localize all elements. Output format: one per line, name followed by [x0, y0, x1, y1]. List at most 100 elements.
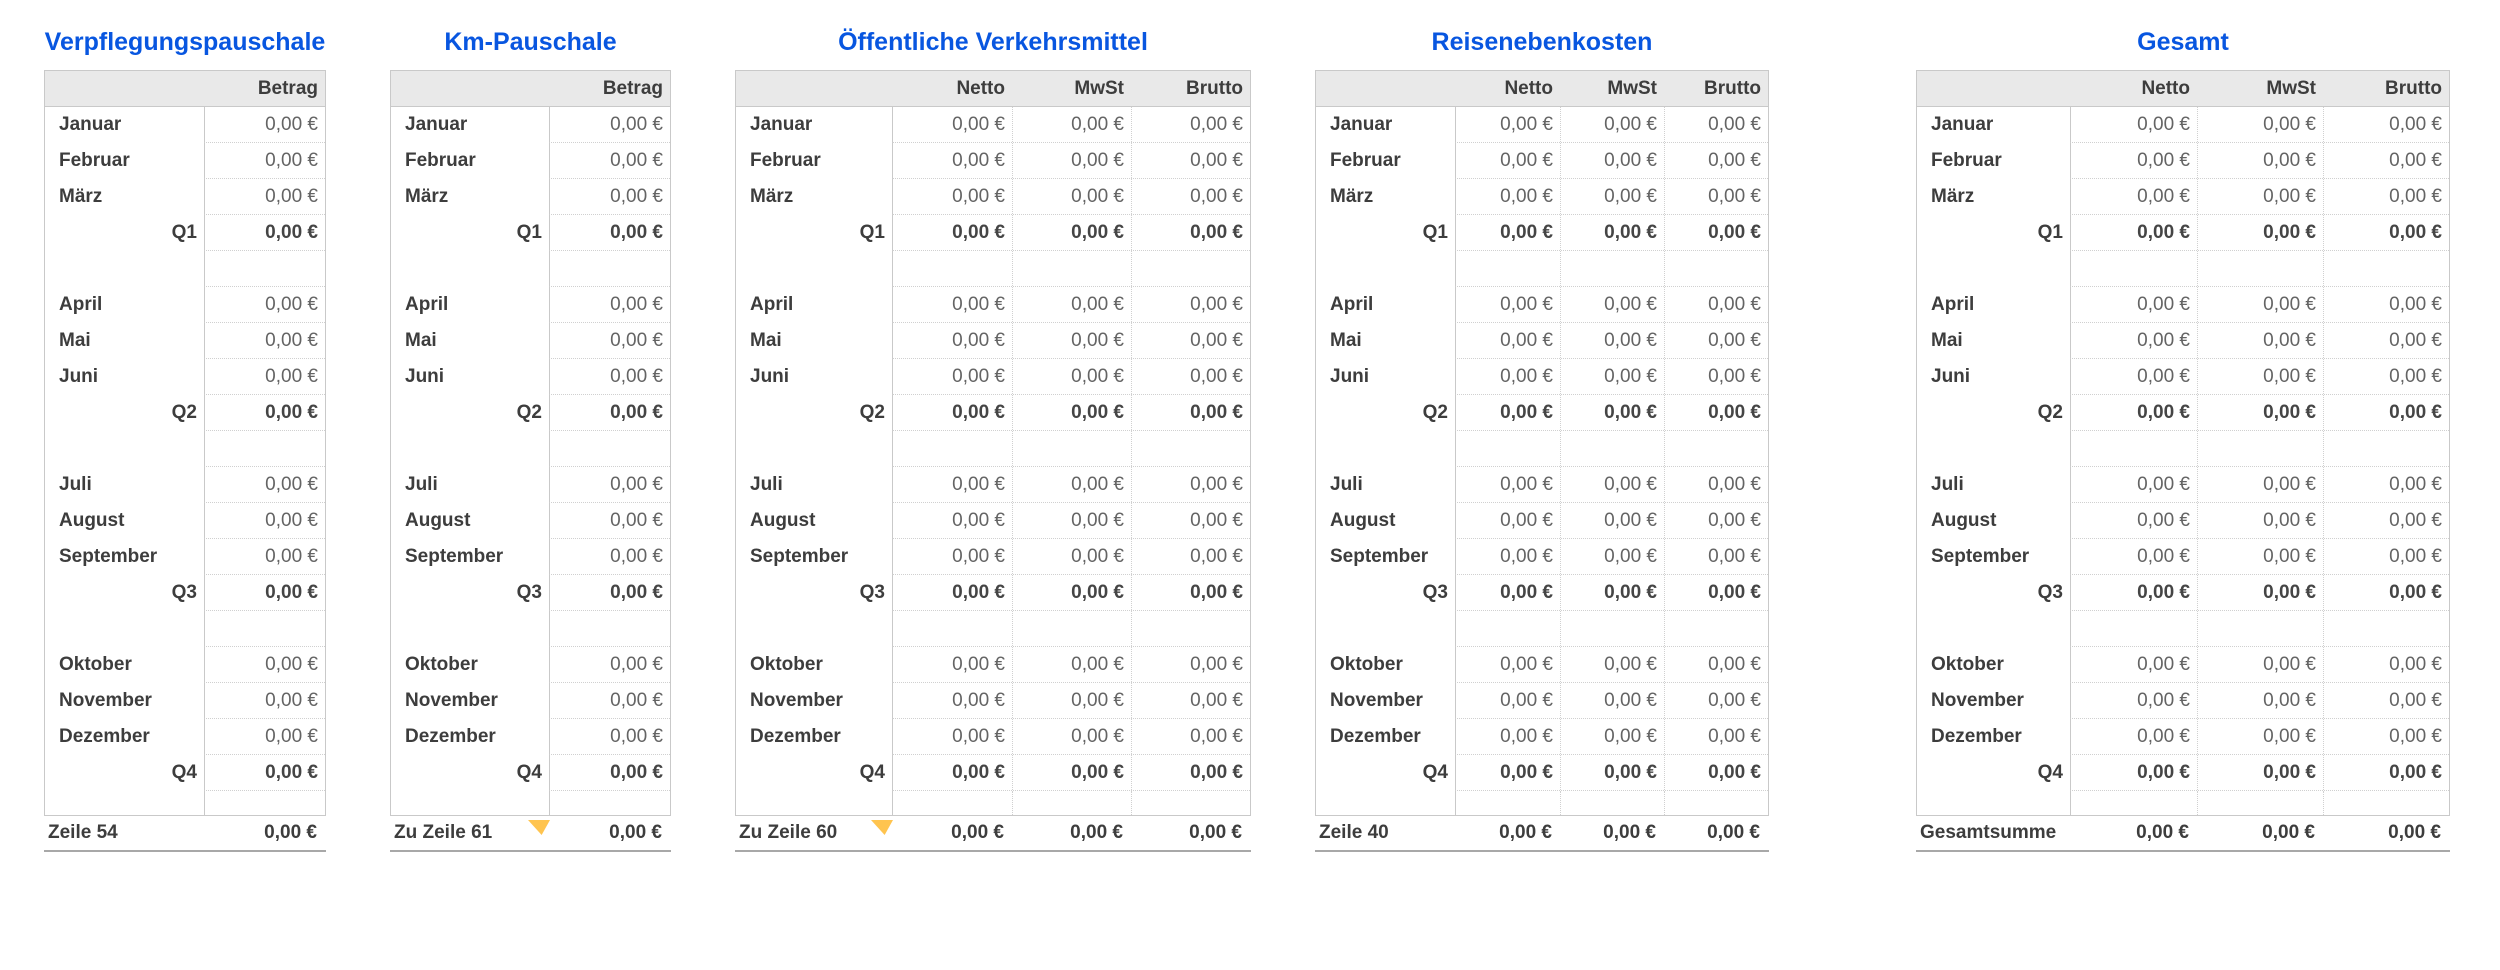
row-label-cell[interactable]: August — [59, 510, 125, 531]
value-cell[interactable]: 0,00 € — [265, 653, 318, 675]
value-cell[interactable]: 0,00 € — [1500, 653, 1553, 675]
footer-value-cell[interactable]: 0,00 € — [2136, 822, 2189, 843]
footer-value-cell[interactable]: 0,00 € — [1707, 822, 1760, 843]
value-cell[interactable]: 0,00 € — [2197, 395, 2323, 430]
value-cell[interactable]: 0,00 € — [1664, 647, 1768, 682]
row-label-cell[interactable]: Q1 — [171, 222, 197, 243]
value-cell[interactable]: 0,00 € — [1664, 683, 1768, 718]
row-label-cell[interactable]: Q3 — [1422, 582, 1448, 603]
value-cell[interactable]: 0,00 € — [2197, 467, 2323, 502]
column-header[interactable]: MwSt — [1074, 77, 1124, 99]
footer-value-cell[interactable]: 0,00 € — [1499, 822, 1552, 843]
value-cell[interactable]: 0,00 € — [1500, 761, 1553, 783]
footer-value-cell[interactable]: 0,00 € — [1603, 822, 1656, 843]
value-cell[interactable]: 0,00 € — [1012, 467, 1131, 502]
row-label-cell[interactable]: April — [405, 294, 449, 315]
value-cell[interactable]: 0,00 € — [610, 329, 663, 351]
value-cell[interactable]: 0,00 € — [952, 473, 1005, 495]
footer-value-cell[interactable]: 0,00 € — [2262, 822, 2315, 843]
value-cell[interactable]: 0,00 € — [1012, 179, 1131, 214]
value-cell[interactable]: 0,00 € — [1664, 143, 1768, 178]
value-cell[interactable]: 0,00 € — [1664, 503, 1768, 538]
value-cell[interactable]: 0,00 € — [2197, 143, 2323, 178]
row-label-cell[interactable]: April — [1330, 294, 1374, 315]
row-label-cell[interactable]: September — [405, 546, 504, 567]
value-cell[interactable]: 0,00 € — [2323, 503, 2449, 538]
value-cell[interactable]: 0,00 € — [2323, 107, 2449, 142]
value-cell[interactable]: 0,00 € — [265, 113, 318, 135]
value-cell[interactable]: 0,00 € — [1664, 323, 1768, 358]
value-cell[interactable]: 0,00 € — [1664, 359, 1768, 394]
row-label-cell[interactable]: Q3 — [859, 582, 885, 603]
value-cell[interactable]: 0,00 € — [610, 293, 663, 315]
value-cell[interactable]: 0,00 € — [2323, 755, 2449, 790]
value-cell[interactable]: 0,00 € — [1500, 113, 1553, 135]
row-label-cell[interactable]: August — [1931, 510, 1997, 531]
value-cell[interactable]: 0,00 € — [1131, 179, 1250, 214]
row-label-cell[interactable]: Oktober — [1330, 654, 1403, 675]
row-label-cell[interactable]: Q1 — [2037, 222, 2063, 243]
value-cell[interactable]: 0,00 € — [1664, 575, 1768, 610]
row-label-cell[interactable]: Oktober — [1931, 654, 2004, 675]
value-cell[interactable]: 0,00 € — [1131, 323, 1250, 358]
row-label-cell[interactable]: Februar — [750, 150, 821, 171]
value-cell[interactable]: 0,00 € — [610, 365, 663, 387]
value-cell[interactable]: 0,00 € — [2197, 359, 2323, 394]
value-cell[interactable]: 0,00 € — [2323, 647, 2449, 682]
value-cell[interactable]: 0,00 € — [952, 509, 1005, 531]
value-cell[interactable]: 0,00 € — [2197, 179, 2323, 214]
value-cell[interactable]: 0,00 € — [2137, 653, 2190, 675]
row-label-cell[interactable]: Dezember — [1330, 726, 1421, 747]
value-cell[interactable]: 0,00 € — [2197, 647, 2323, 682]
value-cell[interactable]: 0,00 € — [1012, 539, 1131, 574]
row-label-cell[interactable]: Februar — [1931, 150, 2002, 171]
value-cell[interactable]: 0,00 € — [1500, 401, 1553, 423]
value-cell[interactable]: 0,00 € — [265, 329, 318, 351]
value-cell[interactable]: 0,00 € — [265, 689, 318, 711]
value-cell[interactable]: 0,00 € — [610, 509, 663, 531]
value-cell[interactable]: 0,00 € — [1664, 395, 1768, 430]
value-cell[interactable]: 0,00 € — [1664, 179, 1768, 214]
footer-value-cell[interactable]: 0,00 € — [2388, 822, 2441, 843]
footer-value-cell[interactable]: 0,00 € — [264, 822, 317, 843]
value-cell[interactable]: 0,00 € — [2323, 395, 2449, 430]
column-header[interactable]: Betrag — [602, 77, 663, 99]
value-cell[interactable]: 0,00 € — [1560, 215, 1664, 250]
value-cell[interactable]: 0,00 € — [610, 149, 663, 171]
value-cell[interactable]: 0,00 € — [1131, 143, 1250, 178]
row-label-cell[interactable]: Q3 — [171, 582, 197, 603]
row-label-cell[interactable]: September — [1330, 546, 1429, 567]
row-label-cell[interactable]: September — [59, 546, 158, 567]
row-label-cell[interactable]: Juli — [1330, 474, 1363, 495]
row-label-cell[interactable]: November — [750, 690, 843, 711]
column-header[interactable]: Netto — [1504, 77, 1553, 99]
value-cell[interactable]: 0,00 € — [2137, 149, 2190, 171]
row-label-cell[interactable]: Q4 — [516, 762, 542, 783]
row-label-cell[interactable]: Juli — [750, 474, 783, 495]
row-label-cell[interactable]: Dezember — [59, 726, 150, 747]
value-cell[interactable]: 0,00 € — [265, 149, 318, 171]
column-header[interactable]: Brutto — [2385, 77, 2442, 99]
value-cell[interactable]: 0,00 € — [2137, 473, 2190, 495]
value-cell[interactable]: 0,00 € — [1560, 467, 1664, 502]
value-cell[interactable]: 0,00 € — [2323, 719, 2449, 754]
row-label-cell[interactable]: Q1 — [1422, 222, 1448, 243]
value-cell[interactable]: 0,00 € — [1500, 185, 1553, 207]
value-cell[interactable]: 0,00 € — [1500, 725, 1553, 747]
row-label-cell[interactable]: Q2 — [859, 402, 885, 423]
value-cell[interactable]: 0,00 € — [610, 221, 663, 243]
column-header[interactable]: MwSt — [2266, 77, 2316, 99]
row-label-cell[interactable]: Januar — [1931, 114, 1994, 135]
value-cell[interactable]: 0,00 € — [1664, 107, 1768, 142]
value-cell[interactable]: 0,00 € — [610, 545, 663, 567]
row-label-cell[interactable]: Oktober — [405, 654, 478, 675]
value-cell[interactable]: 0,00 € — [952, 401, 1005, 423]
value-cell[interactable]: 0,00 € — [265, 401, 318, 423]
row-label-cell[interactable]: Q4 — [1422, 762, 1448, 783]
value-cell[interactable]: 0,00 € — [1664, 755, 1768, 790]
value-cell[interactable]: 0,00 € — [2323, 143, 2449, 178]
row-label-cell[interactable]: Februar — [405, 150, 476, 171]
value-cell[interactable]: 0,00 € — [1500, 689, 1553, 711]
value-cell[interactable]: 0,00 € — [2197, 107, 2323, 142]
value-cell[interactable]: 0,00 € — [610, 725, 663, 747]
